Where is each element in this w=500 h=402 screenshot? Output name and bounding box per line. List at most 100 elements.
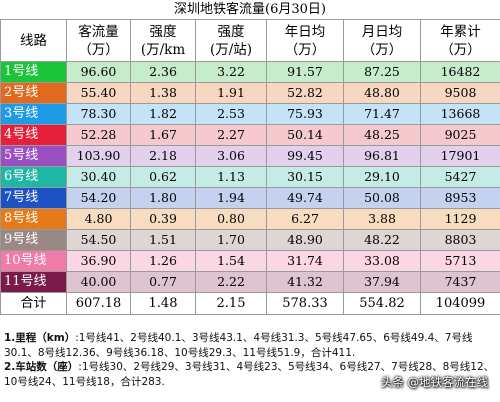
table-row: 2号线 55.40 1.38 1.91 52.82 48.80 9508 <box>0 82 500 104</box>
total-value-cell: 2.15 <box>195 292 267 315</box>
value-cell: 1.67 <box>130 124 196 146</box>
value-cell: 1.94 <box>195 187 267 209</box>
footnote-lead: 2.车站数（座） <box>4 361 79 373</box>
column-header-line: 强度 <box>149 23 177 40</box>
header-row: 线路 客流量 （万） 强度 (万/km 强度 (万/站) 年日均 （万） 月日均 （万） 年累计 （万） <box>0 19 500 62</box>
value-cell: 3.22 <box>195 61 267 83</box>
footnote-lead: 1.里程（km） <box>4 332 76 344</box>
value-cell: 0.80 <box>195 208 267 230</box>
value-cell: 71.47 <box>343 103 421 125</box>
value-cell: 3.06 <box>195 145 267 167</box>
value-cell: 1.91 <box>195 82 267 104</box>
value-cell: 96.81 <box>343 145 421 167</box>
column-header-line: (万/站) <box>209 41 253 58</box>
total-value-cell: 554.82 <box>343 292 421 315</box>
value-cell: 48.90 <box>266 229 344 251</box>
column-header: 年日均 （万） <box>266 19 344 62</box>
value-cell: 48.80 <box>343 82 421 104</box>
footnote-stations: 2.车站数（座）:1号线30、2号线29、3号线31、4号线23、5号线34、6… <box>4 360 498 389</box>
value-cell: 2.36 <box>130 61 196 83</box>
column-header: 强度 (万/站) <box>195 19 267 62</box>
value-cell: 75.93 <box>266 103 344 125</box>
table-row: 10号线 36.90 1.26 1.54 31.74 33.08 5713 <box>0 250 500 272</box>
watermark: 头条 @地铁客流在线 <box>380 375 488 389</box>
footnote-mileage: 1.里程（km）:1号线41、2号线40.1、3号线43.1、4号线31.3、5… <box>4 331 498 360</box>
value-cell: 30.40 <box>66 166 131 188</box>
column-header-line: 年累计 <box>440 23 481 40</box>
total-label-cell: 合计 <box>0 292 67 315</box>
value-cell: 1.54 <box>195 250 267 272</box>
column-header-line: 月日均 <box>361 23 403 40</box>
table-row: 1号线 96.60 2.36 3.22 91.57 87.25 16482 <box>0 61 500 83</box>
value-cell: 1.13 <box>195 166 267 188</box>
value-cell: 50.08 <box>343 187 421 209</box>
value-cell: 3.88 <box>343 208 421 230</box>
value-cell: 48.22 <box>343 229 421 251</box>
value-cell: 2.53 <box>195 103 267 125</box>
value-cell: 5427 <box>420 166 500 188</box>
footnotes: 1.里程（km）:1号线41、2号线40.1、3号线43.1、4号线31.3、5… <box>4 331 498 389</box>
value-cell: 13668 <box>420 103 500 125</box>
line-name-cell: 5号线 <box>0 145 67 167</box>
table-row: 8号线 4.80 0.39 0.80 6.27 3.88 1129 <box>0 208 500 230</box>
value-cell: 0.39 <box>130 208 196 230</box>
ridership-table: 线路 客流量 （万） 强度 (万/km 强度 (万/站) 年日均 （万） 月日均 （万） 年累计 （万）… <box>0 19 500 315</box>
table-row: 6号线 30.40 0.62 1.13 30.15 29.10 5427 <box>0 166 500 188</box>
value-cell: 91.57 <box>266 61 344 83</box>
value-cell: 2.27 <box>195 124 267 146</box>
column-header: 年累计 （万） <box>420 19 500 62</box>
line-name-cell: 11号线 <box>0 271 67 293</box>
table-title: 深圳地铁客流量(6月30日) <box>0 0 500 20</box>
total-value-cell: 1.48 <box>130 292 196 315</box>
column-header-line: 客流量 <box>78 23 119 40</box>
value-cell: 8803 <box>420 229 500 251</box>
value-cell: 50.14 <box>266 124 344 146</box>
value-cell: 9025 <box>420 124 500 146</box>
value-cell: 6.27 <box>266 208 344 230</box>
value-cell: 78.30 <box>66 103 131 125</box>
value-cell: 8953 <box>420 187 500 209</box>
column-header: 客流量 （万） <box>66 19 131 62</box>
value-cell: 2.18 <box>130 145 196 167</box>
value-cell: 52.28 <box>66 124 131 146</box>
value-cell: 1.70 <box>195 229 267 251</box>
table-row: 5号线 103.90 2.18 3.06 99.45 96.81 17901 <box>0 145 500 167</box>
value-cell: 1.38 <box>130 82 196 104</box>
column-header: 月日均 （万） <box>343 19 421 62</box>
line-name-cell: 2号线 <box>0 82 67 104</box>
value-cell: 0.77 <box>130 271 196 293</box>
value-cell: 30.15 <box>266 166 344 188</box>
value-cell: 17901 <box>420 145 500 167</box>
line-name-cell: 8号线 <box>0 208 67 230</box>
value-cell: 48.25 <box>343 124 421 146</box>
value-cell: 103.90 <box>66 145 131 167</box>
value-cell: 54.20 <box>66 187 131 209</box>
value-cell: 4.80 <box>66 208 131 230</box>
value-cell: 29.10 <box>343 166 421 188</box>
value-cell: 7437 <box>420 271 500 293</box>
value-cell: 99.45 <box>266 145 344 167</box>
table-row: 9号线 54.50 1.51 1.70 48.90 48.22 8803 <box>0 229 500 251</box>
value-cell: 5713 <box>420 250 500 272</box>
line-name-cell: 7号线 <box>0 187 67 209</box>
column-header-line: 年日均 <box>284 23 326 40</box>
value-cell: 40.00 <box>66 271 131 293</box>
table-row: 7号线 54.20 1.80 1.94 49.74 50.08 8953 <box>0 187 500 209</box>
line-name-cell: 4号线 <box>0 124 67 146</box>
value-cell: 2.22 <box>195 271 267 293</box>
value-cell: 49.74 <box>266 187 344 209</box>
value-cell: 1.82 <box>130 103 196 125</box>
column-header-line: （万） <box>440 41 481 58</box>
value-cell: 0.62 <box>130 166 196 188</box>
table-body: 1号线 96.60 2.36 3.22 91.57 87.25 16482 2号线 55.40 1… <box>0 61 500 315</box>
footnote-text: :1号线30、2号线29、3号线31、4号线23、5号线34、6号线27、7号线… <box>4 361 495 388</box>
value-cell: 1129 <box>420 208 500 230</box>
value-cell: 1.51 <box>130 229 196 251</box>
table-row: 3号线 78.30 1.82 2.53 75.93 71.47 13668 <box>0 103 500 125</box>
total-value-cell: 578.33 <box>266 292 344 315</box>
column-header-line: （万） <box>78 41 119 58</box>
value-cell: 54.50 <box>66 229 131 251</box>
value-cell: 31.74 <box>266 250 344 272</box>
column-header-line: (万/km <box>140 41 186 58</box>
